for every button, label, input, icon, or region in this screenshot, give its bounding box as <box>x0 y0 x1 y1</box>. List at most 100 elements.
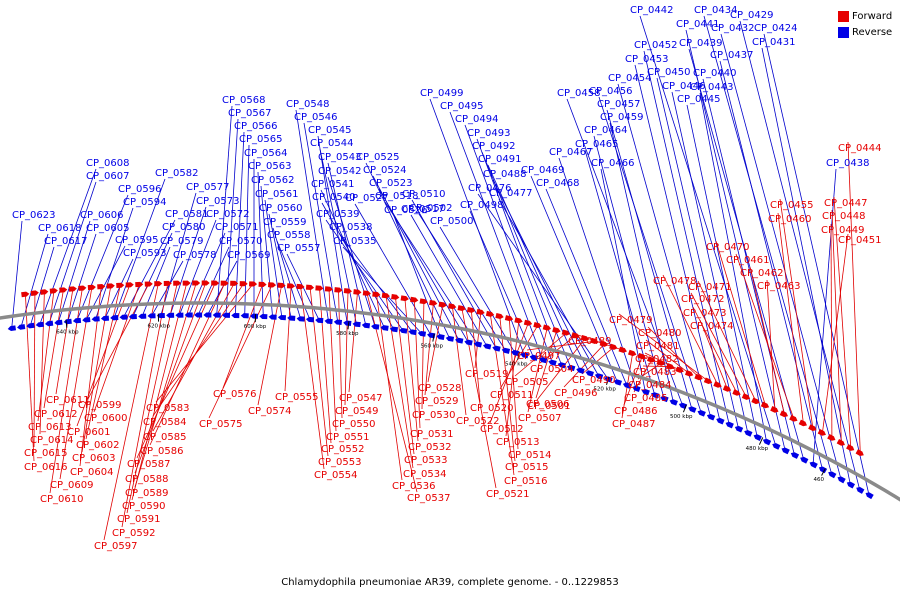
gene-arrow[interactable] <box>353 289 362 295</box>
reverse-gene-label[interactable]: CP_0498 <box>460 200 503 211</box>
reverse-gene-label[interactable]: CP_0567 <box>228 108 271 119</box>
forward-gene-label[interactable]: CP_0511 <box>490 390 533 401</box>
gene-arrow[interactable] <box>222 312 231 318</box>
reverse-gene-label[interactable]: CP_0565 <box>239 134 282 145</box>
forward-gene-label[interactable]: CP_0574 <box>248 406 291 417</box>
gene-arrow[interactable] <box>305 284 315 291</box>
forward-gene-label[interactable]: CP_0532 <box>408 442 451 453</box>
forward-gene-label[interactable]: CP_0520 <box>470 403 513 414</box>
gene-arrow[interactable] <box>315 285 324 291</box>
gene-arrow[interactable] <box>706 413 716 421</box>
gene-arrow[interactable] <box>324 318 333 325</box>
forward-gene-label[interactable]: CP_0603 <box>72 453 115 464</box>
gene-arrow[interactable] <box>855 449 865 457</box>
gene-arrow[interactable] <box>45 320 54 327</box>
gene-arrow[interactable] <box>59 287 68 293</box>
reverse-gene-label[interactable]: CP_0566 <box>234 121 277 132</box>
reverse-gene-label[interactable]: CP_0432 <box>711 23 754 34</box>
reverse-gene-label[interactable]: CP_0581 <box>165 209 208 220</box>
gene-arrow[interactable] <box>613 378 622 386</box>
forward-gene-label[interactable]: CP_0592 <box>112 528 155 539</box>
gene-arrow[interactable] <box>798 419 808 428</box>
gene-arrow[interactable] <box>552 326 561 334</box>
gene-arrow[interactable] <box>492 345 501 352</box>
gene-arrow[interactable] <box>125 282 134 288</box>
gene-arrow[interactable] <box>808 424 817 432</box>
reverse-gene-label[interactable]: CP_0608 <box>86 158 129 169</box>
reverse-gene-label[interactable]: CP_0560 <box>259 203 302 214</box>
gene-arrow[interactable] <box>533 321 542 329</box>
gene-arrow[interactable] <box>618 346 628 354</box>
gene-arrow[interactable] <box>548 359 557 366</box>
forward-gene-label[interactable]: CP_0584 <box>143 417 186 428</box>
forward-gene-label[interactable]: CP_0497 <box>517 351 560 362</box>
reverse-gene-label[interactable]: CP_0539 <box>316 209 359 220</box>
gene-arrow[interactable] <box>485 310 495 318</box>
reverse-gene-label[interactable]: CP_0524 <box>363 165 406 176</box>
gene-arrow[interactable] <box>466 306 476 313</box>
forward-gene-label[interactable]: CP_0473 <box>683 308 726 319</box>
reverse-gene-label[interactable]: CP_0569 <box>227 250 270 261</box>
forward-gene-label[interactable]: CP_0589 <box>125 488 168 499</box>
forward-gene-label[interactable]: CP_0474 <box>690 321 733 332</box>
reverse-gene-label[interactable]: CP_0457 <box>597 99 640 110</box>
forward-gene-label[interactable]: CP_0472 <box>681 294 724 305</box>
gene-arrow[interactable] <box>268 314 277 320</box>
gene-arrow[interactable] <box>580 334 590 342</box>
reverse-gene-label[interactable]: CP_0465 <box>575 139 618 150</box>
forward-gene-label[interactable]: CP_0487 <box>612 419 655 430</box>
gene-arrow[interactable] <box>166 312 175 318</box>
forward-gene-label[interactable]: CP_0613 <box>28 422 71 433</box>
gene-arrow[interactable] <box>770 406 779 414</box>
reverse-gene-label[interactable]: CP_0606 <box>80 210 123 221</box>
reverse-gene-label[interactable]: CP_0580 <box>162 222 205 233</box>
gene-arrow[interactable] <box>561 329 571 337</box>
forward-gene-label[interactable]: CP_0588 <box>125 474 168 485</box>
forward-gene-label[interactable]: CP_0530 <box>412 410 455 421</box>
gene-arrow[interactable] <box>694 373 703 382</box>
gene-arrow[interactable] <box>21 291 30 298</box>
reverse-gene-label[interactable]: CP_0440 <box>693 68 736 79</box>
forward-gene-label[interactable]: CP_0587 <box>127 459 170 470</box>
gene-arrow[interactable] <box>646 356 656 363</box>
gene-arrow[interactable] <box>464 339 473 346</box>
gene-arrow[interactable] <box>455 337 464 344</box>
reverse-gene-label[interactable]: CP_0517 <box>401 204 444 215</box>
forward-gene-label[interactable]: CP_0609 <box>50 480 93 491</box>
reverse-gene-label[interactable]: CP_0541 <box>311 179 354 190</box>
reverse-gene-label[interactable]: CP_0453 <box>625 54 668 65</box>
gene-arrow[interactable] <box>827 470 837 479</box>
gene-arrow[interactable] <box>622 381 632 389</box>
reverse-gene-label[interactable]: CP_0441 <box>676 19 719 30</box>
gene-arrow[interactable] <box>669 398 678 406</box>
gene-arrow[interactable] <box>697 409 706 417</box>
forward-gene-label[interactable]: CP_0462 <box>740 268 783 279</box>
gene-arrow[interactable] <box>650 391 660 399</box>
forward-gene-label[interactable]: CP_0552 <box>321 444 364 455</box>
gene-arrow[interactable] <box>211 280 220 286</box>
gene-arrow[interactable] <box>743 429 753 437</box>
gene-arrow[interactable] <box>26 322 35 329</box>
forward-gene-label[interactable]: CP_0514 <box>508 450 551 461</box>
gene-arrow[interactable] <box>49 288 58 294</box>
reverse-gene-label[interactable]: CP_0623 <box>12 210 55 221</box>
reverse-gene-label[interactable]: CP_0558 <box>267 230 310 241</box>
reverse-gene-label[interactable]: CP_0459 <box>600 112 643 123</box>
forward-gene-label[interactable]: CP_0590 <box>122 501 165 512</box>
reverse-gene-label[interactable]: CP_0542 <box>318 166 361 177</box>
gene-arrow[interactable] <box>334 287 343 293</box>
reverse-gene-label[interactable]: CP_0563 <box>248 161 291 172</box>
forward-gene-label[interactable]: CP_0601 <box>67 427 110 438</box>
gene-arrow[interactable] <box>846 480 856 489</box>
forward-gene-label[interactable]: CP_0489 <box>568 336 611 347</box>
gene-arrow[interactable] <box>760 401 770 410</box>
reverse-gene-label[interactable]: CP_0535 <box>333 236 376 247</box>
reverse-gene-label[interactable]: CP_0618 <box>38 223 81 234</box>
legend-item-forward[interactable]: Forward <box>838 8 900 24</box>
forward-gene-label[interactable]: CP_0529 <box>415 396 458 407</box>
gene-arrow[interactable] <box>789 415 798 423</box>
reverse-gene-label[interactable]: CP_0464 <box>584 125 627 136</box>
gene-arrow[interactable] <box>333 319 343 325</box>
forward-gene-label[interactable]: CP_0549 <box>335 406 378 417</box>
gene-arrow[interactable] <box>54 319 63 326</box>
